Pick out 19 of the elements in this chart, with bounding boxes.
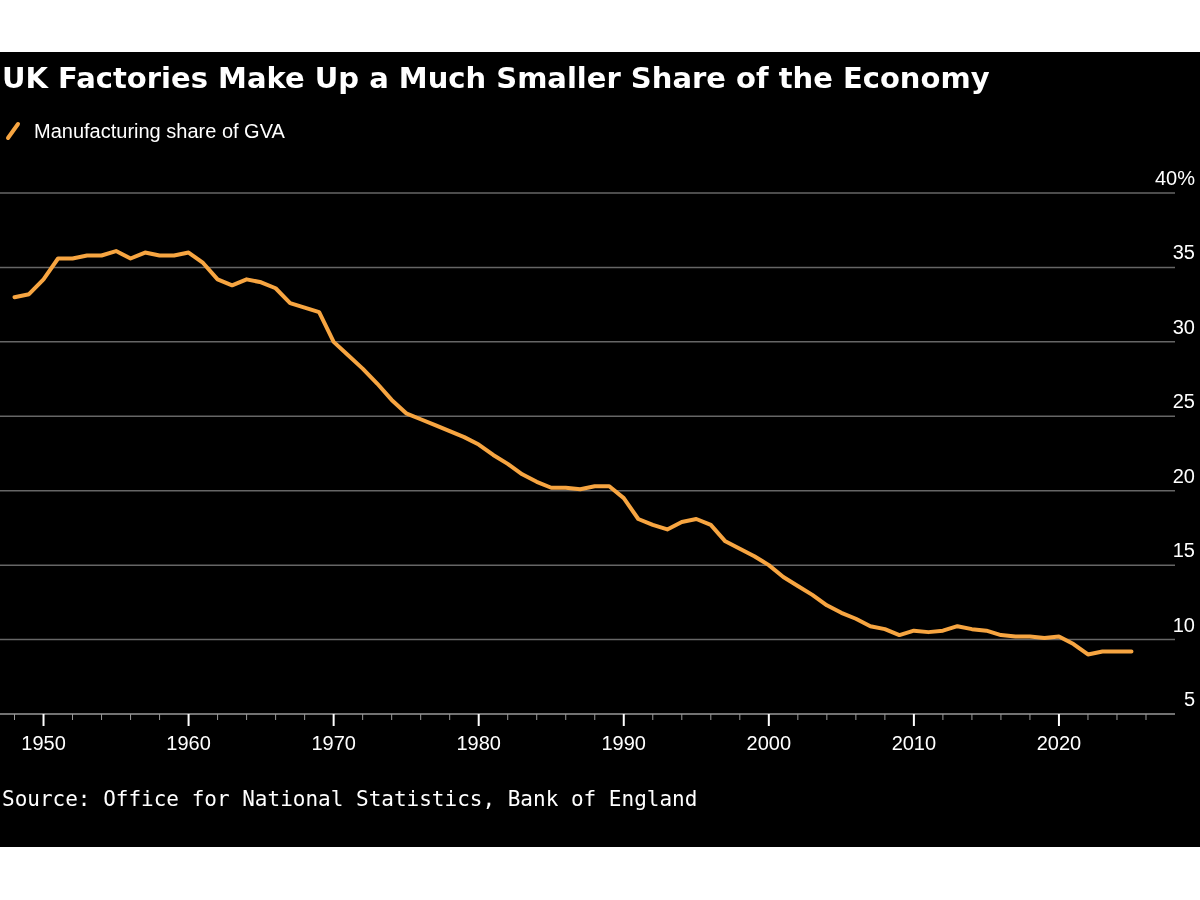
- x-tick-label: 1960: [166, 732, 211, 754]
- y-tick-label: 15: [1172, 539, 1195, 562]
- x-tick-label: 2000: [746, 732, 792, 754]
- y-tick-label: 35: [1172, 241, 1195, 264]
- x-tick-label: 1990: [601, 732, 647, 754]
- y-tick-label: 40%: [1154, 167, 1196, 189]
- x-tick-label: 2020: [1036, 732, 1082, 754]
- source-note: Source: Office for National Statistics, Bank of England: [2, 787, 698, 811]
- y-tick-label: 30: [1172, 315, 1195, 338]
- y-tick-label: 20: [1172, 464, 1195, 487]
- legend-label: Manufacturing share of GVA: [34, 120, 286, 142]
- x-tick-label: 1950: [21, 732, 66, 754]
- x-tick-label: 1980: [456, 732, 501, 754]
- x-tick-label: 2010: [891, 732, 937, 754]
- y-tick-label: 25: [1172, 390, 1195, 413]
- chart-title: UK Factories Make Up a Much Smaller Share of the Economy: [2, 61, 990, 95]
- y-tick-label: 10: [1172, 613, 1195, 636]
- y-tick-label: 5: [1183, 688, 1195, 710]
- x-tick-label: 1970: [311, 732, 356, 754]
